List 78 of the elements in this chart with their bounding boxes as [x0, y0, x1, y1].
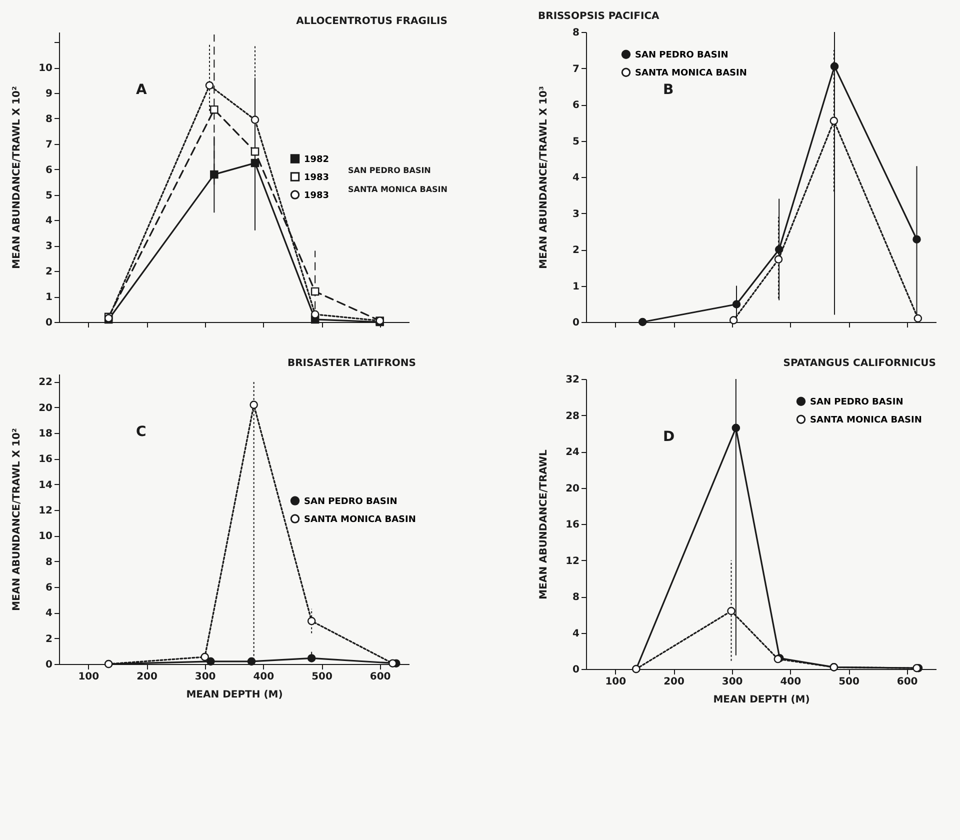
x-tick-label: 400 — [780, 676, 802, 688]
x-tick-label: 300 — [194, 672, 216, 682]
x-tick-label: 200 — [136, 672, 158, 682]
y-tick-label: 3 — [46, 241, 53, 252]
y-tick-label: 7 — [46, 139, 53, 150]
x-tick-label: 300 — [722, 676, 743, 688]
x-tick-label: 600 — [896, 676, 918, 688]
y-tick-label: 18 — [38, 428, 53, 440]
x-tick-label: 400 — [253, 672, 274, 682]
y-tick-label: 2 — [46, 634, 53, 645]
y-tick-label: 7 — [572, 64, 580, 75]
y-tick-label: 32 — [566, 374, 580, 386]
annotation: A — [136, 82, 147, 98]
chart-title: BRISASTER LATIFRONS — [287, 358, 416, 369]
y-tick-label: 14 — [38, 480, 53, 491]
y-tick-label: 16 — [38, 454, 53, 466]
y-tick-label: 6 — [46, 582, 53, 594]
y-tick-label: 4 — [46, 216, 53, 227]
y-tick-label: 4 — [572, 172, 580, 184]
y-tick-label: 2 — [46, 266, 53, 278]
chart-title: SPATANGUS CALIFORNICUS — [783, 358, 936, 369]
y-tick-label: 0 — [46, 318, 53, 328]
y-tick-label: 16 — [566, 520, 580, 530]
y-tick-label: 5 — [46, 190, 53, 202]
y-tick-label: 5 — [572, 136, 580, 148]
y-tick-label: 0 — [572, 318, 580, 328]
y-tick-label: 20 — [38, 402, 53, 414]
x-axis-title: MEAN DEPTH (M) — [713, 694, 810, 706]
y-tick-label: 0 — [46, 660, 53, 670]
y-tick-label: 12 — [38, 506, 53, 517]
y-tick-label: 8 — [46, 114, 53, 125]
legend-label: SANTA MONICA BASIN — [810, 415, 922, 426]
y-axis-title: MEAN ABUNDANCE/TRAWL — [538, 449, 550, 600]
annotation: SANTA MONICA BASIN — [348, 184, 448, 194]
y-tick-label: 6 — [46, 164, 53, 176]
x-tick-label: 100 — [78, 672, 100, 682]
y-tick-label: 10 — [38, 63, 53, 74]
legend-label: SANTA MONICA BASIN — [635, 68, 747, 78]
y-tick-label: 22 — [38, 377, 53, 388]
x-axis-title: MEAN DEPTH (M) — [186, 690, 283, 700]
y-tick-label: 4 — [46, 608, 53, 620]
legend-label: SAN PEDRO BASIN — [810, 397, 904, 408]
x-tick-label: 600 — [370, 672, 391, 682]
legend-label: SAN PEDRO BASIN — [304, 496, 398, 507]
y-tick-label: 6 — [572, 100, 580, 111]
legend-label: SAN PEDRO BASIN — [635, 50, 728, 60]
y-tick-label: 1 — [46, 292, 53, 304]
legend-label: SANTA MONICA BASIN — [304, 514, 416, 525]
legend-label: 1983 — [304, 172, 330, 183]
y-tick-label: 1 — [572, 281, 580, 292]
x-tick-label: 100 — [605, 676, 626, 688]
y-tick-label: 2 — [572, 245, 580, 256]
y-axis-title: MEAN ABUNDANCE/TRAWL X 10³ — [538, 86, 550, 269]
y-tick-label: 10 — [38, 531, 53, 542]
y-tick-label: 3 — [572, 208, 580, 220]
y-tick-label: 0 — [572, 664, 580, 676]
annotation: C — [136, 424, 146, 440]
x-tick-label: 500 — [312, 672, 332, 682]
y-tick-label: 28 — [566, 410, 580, 422]
x-tick-label: 500 — [838, 676, 860, 688]
legend-label: 1983 — [304, 190, 330, 201]
annotation: B — [663, 82, 674, 98]
annotation: D — [663, 429, 675, 445]
legend-label: 1982 — [304, 154, 330, 165]
y-tick-label: 20 — [566, 483, 580, 494]
y-axis-title: MEAN ABUNDANCE/TRAWL X 10² — [12, 428, 22, 611]
y-tick-label: 9 — [46, 88, 53, 100]
y-tick-label: 8 — [572, 28, 580, 38]
y-tick-label: 12 — [566, 556, 580, 567]
x-tick-label: 200 — [664, 676, 684, 688]
y-tick-label: 8 — [46, 556, 53, 568]
y-tick-label: 4 — [572, 628, 580, 640]
y-axis-title: MEAN ABUNDANCE/TRAWL X 10² — [12, 86, 22, 269]
chart-title: BRISSOPSIS PACIFICA — [538, 11, 660, 22]
annotation: SAN PEDRO BASIN — [348, 166, 431, 175]
chart-title: ALLOCENTROTUS FRAGILIS — [296, 16, 448, 27]
y-tick-label: 8 — [572, 592, 580, 603]
y-tick-label: 24 — [566, 447, 580, 458]
